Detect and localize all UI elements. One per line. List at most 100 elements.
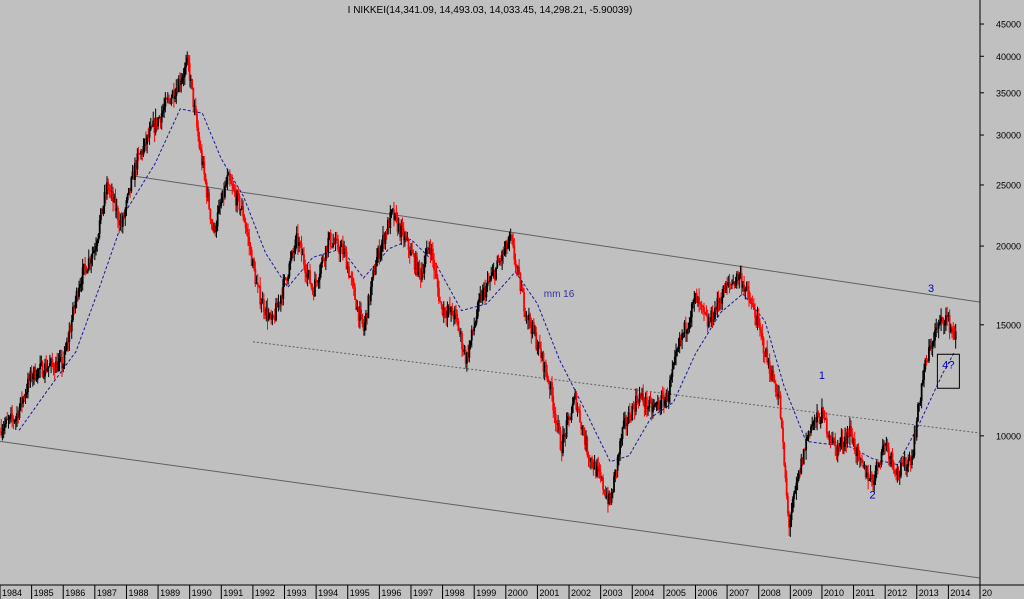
candle (390, 209, 393, 218)
candle (444, 307, 446, 319)
candle (188, 55, 191, 88)
candle (300, 235, 303, 262)
x-tick-label: 2006 (697, 588, 717, 598)
candle (414, 250, 417, 276)
candle (602, 474, 604, 495)
candle (493, 269, 496, 285)
candle (790, 502, 793, 527)
candle (767, 357, 770, 369)
candle (616, 454, 619, 478)
candle (793, 490, 795, 508)
y-tick-label: 30000 (996, 131, 1021, 141)
candle (367, 293, 370, 319)
candle (332, 233, 335, 249)
candle (157, 116, 159, 130)
candle (868, 478, 871, 482)
candle (236, 189, 238, 213)
candle (170, 94, 173, 106)
candle (532, 318, 535, 335)
candle (598, 462, 601, 479)
candle (742, 280, 744, 292)
candle (3, 417, 6, 435)
candle (65, 337, 68, 352)
candle (337, 234, 339, 252)
candle (39, 355, 42, 378)
candle (463, 344, 466, 355)
candle (769, 365, 772, 382)
candle (324, 245, 327, 271)
candle (44, 358, 46, 384)
candle (935, 318, 938, 338)
candle (401, 217, 404, 236)
candle (436, 274, 439, 297)
candle (847, 428, 850, 438)
candle (559, 426, 562, 451)
candle (289, 251, 292, 271)
candle (56, 352, 59, 373)
candle (58, 350, 61, 372)
candle (277, 294, 280, 312)
candle (335, 231, 338, 241)
candle (831, 431, 834, 446)
candle (95, 237, 97, 256)
candle (525, 311, 528, 324)
candle (740, 265, 743, 296)
candle (374, 259, 377, 276)
candle (784, 462, 787, 483)
candle (684, 316, 687, 343)
candle (497, 254, 500, 263)
candle (887, 442, 890, 466)
candle (461, 330, 463, 357)
candle (278, 301, 281, 310)
wave-label-1: 1 (819, 370, 825, 382)
candle (244, 217, 247, 234)
candle (845, 428, 848, 453)
candle (131, 164, 134, 180)
candle (64, 342, 67, 355)
candle (605, 487, 608, 500)
candle (921, 370, 924, 386)
candle (187, 54, 190, 72)
candle (833, 437, 835, 445)
candle (655, 401, 658, 412)
candle (135, 159, 138, 177)
candle (322, 253, 325, 262)
candle (716, 291, 719, 318)
candle (530, 317, 533, 344)
candle (307, 269, 310, 280)
candle (318, 264, 321, 289)
candle (447, 304, 450, 318)
candle (242, 200, 245, 221)
trend-line-1 (135, 175, 981, 303)
candle (903, 450, 906, 471)
candle (158, 115, 161, 119)
candle (839, 437, 842, 452)
candle (671, 360, 674, 383)
x-tick-label: 1999 (476, 588, 496, 598)
candle (89, 256, 91, 270)
candle (180, 73, 183, 93)
x-tick-label: 1987 (97, 588, 117, 598)
candle (778, 385, 781, 399)
trend-line-3 (0, 440, 981, 579)
candle (371, 277, 373, 296)
candle (241, 198, 243, 210)
candle (209, 208, 212, 225)
candle (163, 97, 166, 118)
candle (949, 323, 952, 334)
candle (189, 74, 192, 89)
candle (147, 127, 150, 142)
candle (678, 332, 681, 354)
candle (233, 183, 236, 197)
candle (295, 226, 298, 249)
candle (136, 148, 139, 176)
candle (889, 455, 891, 467)
candle (587, 451, 590, 467)
candle (507, 236, 510, 250)
candle (707, 313, 710, 329)
candle (661, 386, 664, 400)
candle (620, 433, 623, 448)
candle (759, 318, 761, 337)
candle (265, 300, 268, 322)
candle (104, 184, 107, 204)
